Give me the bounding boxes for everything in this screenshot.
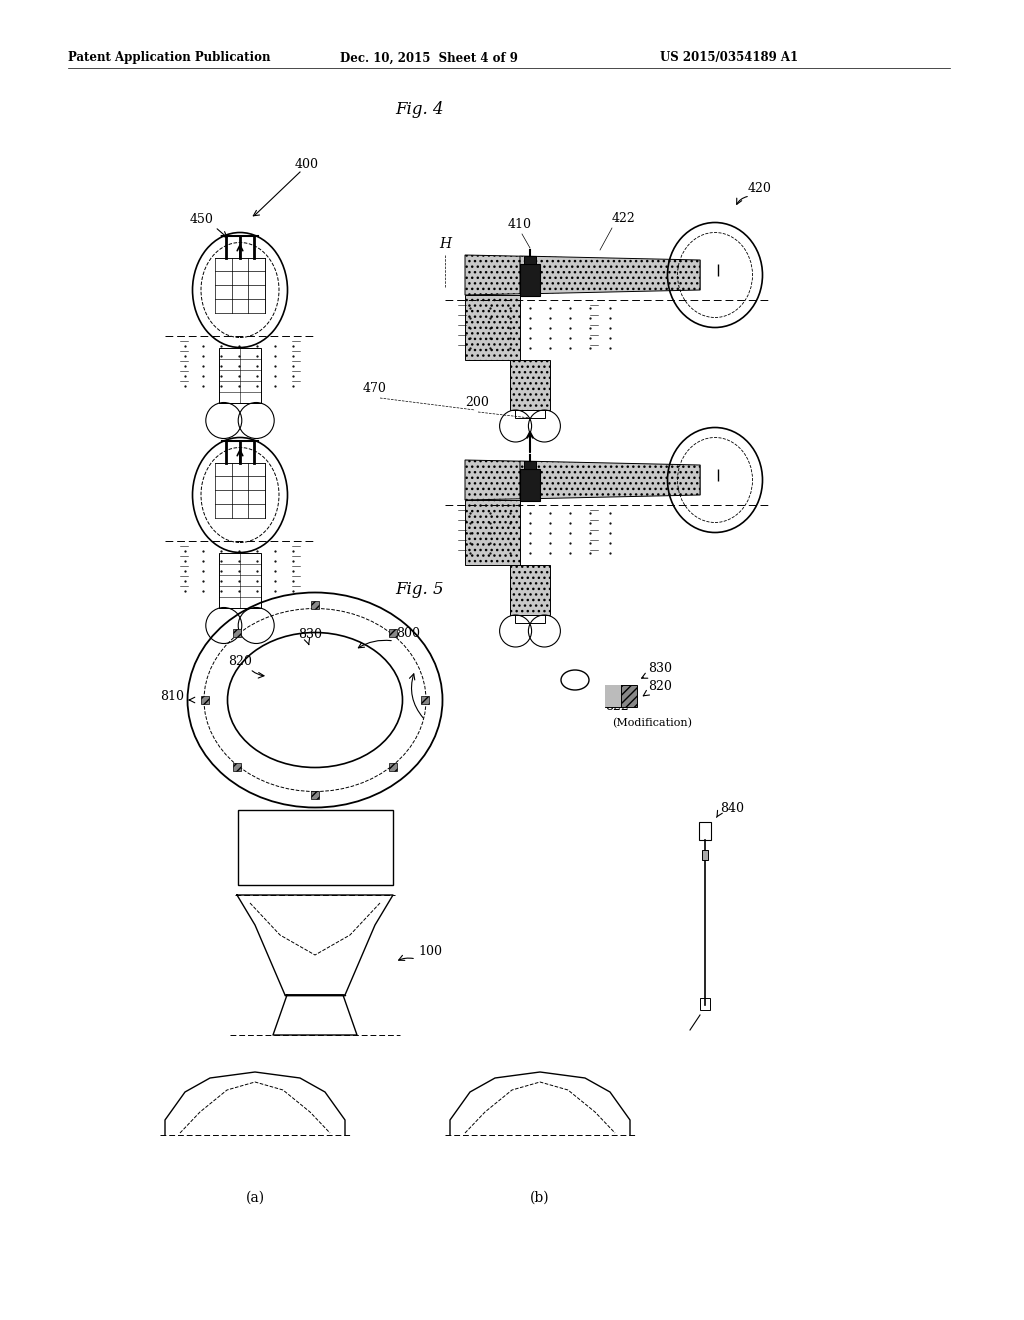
Bar — [219, 553, 261, 607]
Text: 100: 100 — [418, 945, 442, 958]
Text: Fig. 5: Fig. 5 — [395, 582, 444, 598]
Text: 410: 410 — [508, 218, 532, 231]
Polygon shape — [465, 255, 700, 294]
Bar — [238, 810, 392, 884]
Text: 840: 840 — [720, 803, 744, 814]
Text: 400: 400 — [295, 158, 319, 172]
Bar — [520, 469, 540, 502]
Text: 830: 830 — [298, 628, 322, 642]
Text: (Modification): (Modification) — [612, 718, 692, 729]
Bar — [510, 360, 550, 411]
Text: US 2015/0354189 A1: US 2015/0354189 A1 — [660, 51, 798, 65]
Bar — [389, 628, 396, 636]
Text: Dec. 10, 2015  Sheet 4 of 9: Dec. 10, 2015 Sheet 4 of 9 — [340, 51, 518, 65]
Polygon shape — [520, 256, 700, 294]
Text: 470: 470 — [362, 381, 387, 395]
Polygon shape — [465, 459, 700, 500]
Bar — [702, 850, 708, 861]
Bar — [465, 500, 520, 565]
Bar — [201, 696, 209, 704]
Bar — [233, 628, 242, 636]
Text: H: H — [439, 238, 451, 251]
Bar — [311, 601, 319, 609]
Bar — [515, 615, 545, 623]
Text: 820: 820 — [228, 655, 252, 668]
Text: 820: 820 — [648, 680, 672, 693]
Text: 800: 800 — [396, 627, 420, 640]
Bar — [233, 763, 242, 771]
Text: 822: 822 — [605, 700, 629, 713]
Text: 830: 830 — [648, 663, 672, 675]
Text: Patent Application Publication: Patent Application Publication — [68, 51, 270, 65]
Bar — [520, 264, 540, 296]
Bar — [389, 763, 396, 771]
Text: 200: 200 — [465, 396, 488, 409]
Bar — [605, 685, 637, 708]
Bar — [605, 685, 621, 708]
Text: (a): (a) — [246, 1191, 264, 1205]
Text: Fig. 4: Fig. 4 — [395, 102, 444, 119]
Text: 450: 450 — [190, 213, 214, 226]
Polygon shape — [520, 461, 700, 499]
Bar — [219, 347, 261, 403]
Bar — [700, 998, 710, 1010]
Text: (b): (b) — [530, 1191, 550, 1205]
Bar — [699, 822, 711, 840]
Text: 420: 420 — [748, 182, 772, 195]
Bar — [515, 411, 545, 418]
Bar — [421, 696, 429, 704]
Bar — [520, 459, 700, 500]
Bar — [524, 461, 536, 469]
Text: 810: 810 — [160, 690, 184, 704]
Text: 422: 422 — [612, 213, 636, 224]
Bar — [520, 255, 700, 294]
Bar — [524, 256, 536, 264]
Bar — [465, 294, 520, 360]
Bar — [510, 565, 550, 615]
Bar — [311, 791, 319, 799]
